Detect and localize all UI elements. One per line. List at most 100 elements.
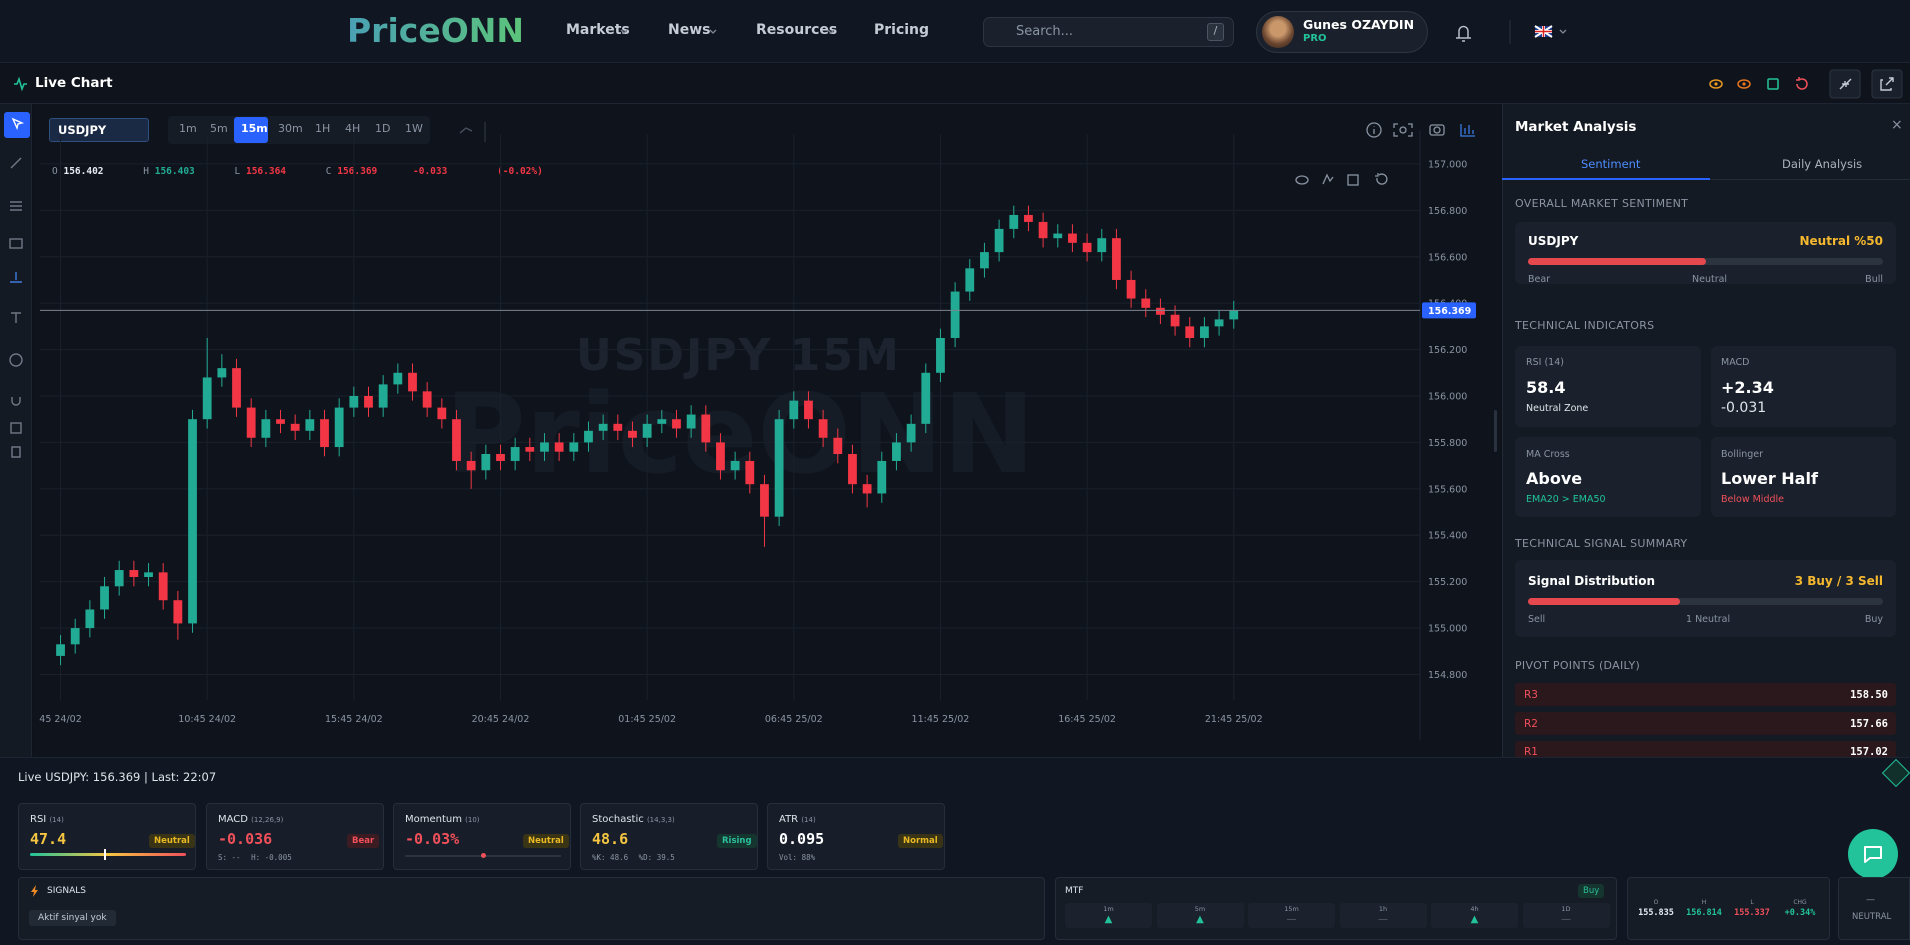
candle-body	[1068, 233, 1077, 243]
last-price-tag	[1422, 302, 1476, 319]
candle-body	[686, 414, 696, 429]
signals-box	[18, 877, 1045, 940]
tile-title: RSI (14)	[30, 814, 64, 825]
candle-body	[906, 423, 916, 443]
x-tick-label: 21:45 25/02	[1205, 714, 1263, 725]
candle-body	[232, 368, 241, 408]
last-price-label: 156.369	[1428, 306, 1471, 317]
momentum-dot	[481, 853, 486, 858]
resize-handle[interactable]	[1494, 410, 1497, 452]
flag-icon[interactable]	[1534, 25, 1553, 38]
drawing-tools[interactable]	[0, 104, 32, 757]
tile-title: Momentum (10)	[405, 814, 480, 825]
tile-params: (10)	[465, 816, 480, 824]
chat-button[interactable]	[1848, 829, 1898, 879]
indicator-note: Below Middle	[1721, 494, 1784, 505]
candle-body	[217, 368, 227, 378]
candle-body	[261, 419, 271, 438]
tile-value: 47.4	[30, 830, 67, 848]
candle-body	[921, 372, 931, 424]
candle-body	[862, 484, 872, 494]
timeframe-button[interactable]: 1H	[315, 122, 331, 135]
tile-name: Momentum	[405, 814, 462, 825]
candle-body	[276, 419, 285, 424]
nav-item[interactable]: Markets	[566, 22, 630, 38]
ohlc-legend: O 156.402 H 156.403 L 156.364 C 156.369 …	[52, 166, 543, 177]
section-heading: TECHNICAL INDICATORS	[1515, 319, 1655, 332]
candle-body	[1229, 310, 1239, 320]
candle-body	[1038, 221, 1048, 239]
search-placeholder[interactable]: Search...	[1016, 24, 1074, 39]
x-tick-label: 15:45 24/02	[325, 714, 383, 725]
search-box[interactable]	[983, 17, 1234, 47]
y-tick-label: 156.800	[1428, 206, 1467, 217]
logo[interactable]: PriceONN	[347, 11, 525, 50]
summary-value: 3 Buy / 3 Sell	[1794, 574, 1883, 588]
tile-params: (12,26,9)	[251, 816, 284, 824]
timeframe-button[interactable]: 5m	[210, 122, 228, 135]
tile-value: -0.036	[218, 830, 273, 848]
scale-label: Buy	[1864, 614, 1883, 625]
timeframe-button[interactable]: 15m	[241, 122, 268, 135]
candle-body	[422, 391, 432, 408]
candle-body	[437, 407, 447, 420]
mtf-badge: Buy	[1578, 884, 1605, 898]
timeframe-button[interactable]: 4H	[345, 122, 361, 135]
tile-name: RSI	[30, 814, 47, 825]
candle-body	[100, 586, 109, 610]
ohlc-label: O	[1653, 899, 1659, 906]
symbol-select[interactable]	[49, 118, 149, 142]
top-nav	[0, 0, 1910, 63]
indicator-note: EMA20 > EMA50	[1526, 494, 1606, 505]
candle-body	[936, 337, 945, 373]
candle-body	[246, 407, 256, 438]
candle-body	[613, 423, 623, 431]
legend-open: 156.402	[63, 166, 104, 177]
candle-body	[510, 447, 520, 461]
timeframe-button[interactable]: 1m	[179, 122, 197, 135]
mtf-frame: 1D	[1561, 905, 1571, 913]
tile-badge: Normal	[898, 834, 943, 848]
symbol-select-text[interactable]: USDJPY	[58, 123, 107, 137]
candle-body	[598, 423, 608, 431]
nav-item[interactable]: Pricing	[874, 22, 930, 38]
pivot-value: 157.02	[1850, 746, 1888, 757]
tile-sub: %K: 48.6 %D: 39.5	[592, 853, 675, 862]
tile-title: MACD (12,26,9)	[218, 814, 283, 825]
chart-header	[0, 64, 1910, 104]
indicator-name: MACD	[1721, 357, 1750, 368]
mtf-state: —	[1286, 914, 1297, 925]
timeframe-active	[234, 117, 268, 143]
scale-label: Bull	[1865, 274, 1883, 285]
timeframe-group	[168, 116, 430, 144]
rsi-marker	[103, 849, 106, 860]
candle-body	[1112, 238, 1121, 280]
chart-tool-icons[interactable]	[440, 112, 1500, 202]
watermark-symbol: USDJPY 15M	[576, 330, 901, 381]
tile-value: 48.6	[592, 830, 629, 848]
tile-name: Stochastic	[592, 814, 644, 825]
y-tick-label: 155.800	[1428, 438, 1467, 449]
tab[interactable]: Daily Analysis	[1782, 157, 1863, 171]
candle-body	[1126, 279, 1136, 299]
timeframe-button[interactable]: 1W	[405, 122, 423, 135]
nav-item[interactable]: Resources	[756, 22, 838, 38]
candle-body	[290, 423, 300, 431]
sentiment-track	[1528, 258, 1883, 265]
panel-close[interactable]: ×	[1891, 117, 1903, 133]
pivot-clip: R1 157.02	[1502, 741, 1910, 757]
tile-title: ATR (14)	[779, 814, 816, 825]
ohlc-value: 155.337	[1734, 908, 1770, 918]
mtf-state: —	[1561, 914, 1571, 925]
tab[interactable]: Sentiment	[1581, 157, 1641, 171]
timeframe-button[interactable]: 30m	[278, 122, 303, 135]
legend-change: -0.033	[413, 166, 448, 177]
candle-body	[334, 407, 344, 448]
bell-icon[interactable]	[1456, 25, 1471, 42]
x-tick-label: 06:45 25/02	[765, 714, 823, 725]
tile-badge: Rising	[717, 834, 757, 848]
nav-item[interactable]: News	[668, 22, 711, 38]
indicator-card	[1515, 346, 1701, 427]
timeframe-button[interactable]: 1D	[375, 122, 391, 135]
